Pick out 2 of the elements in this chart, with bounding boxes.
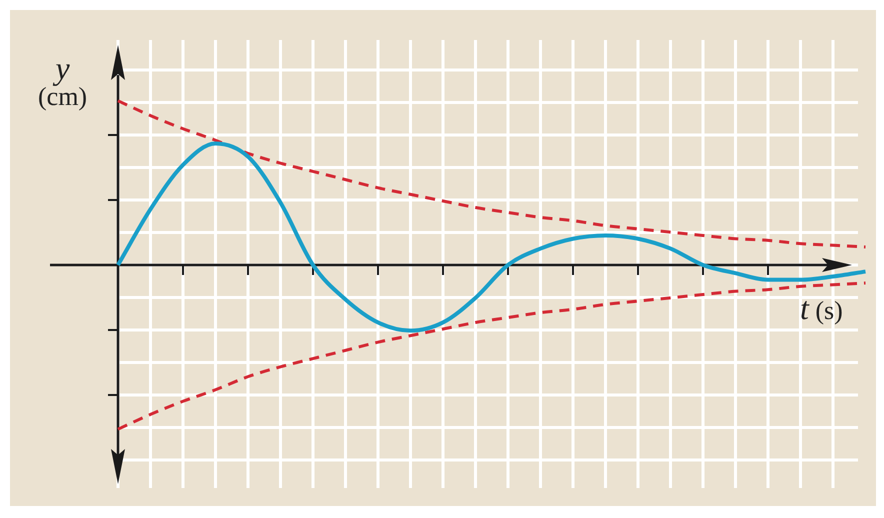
x-axis-title: t (s) bbox=[800, 290, 843, 326]
y-axis-title: y (cm) bbox=[38, 50, 88, 111]
